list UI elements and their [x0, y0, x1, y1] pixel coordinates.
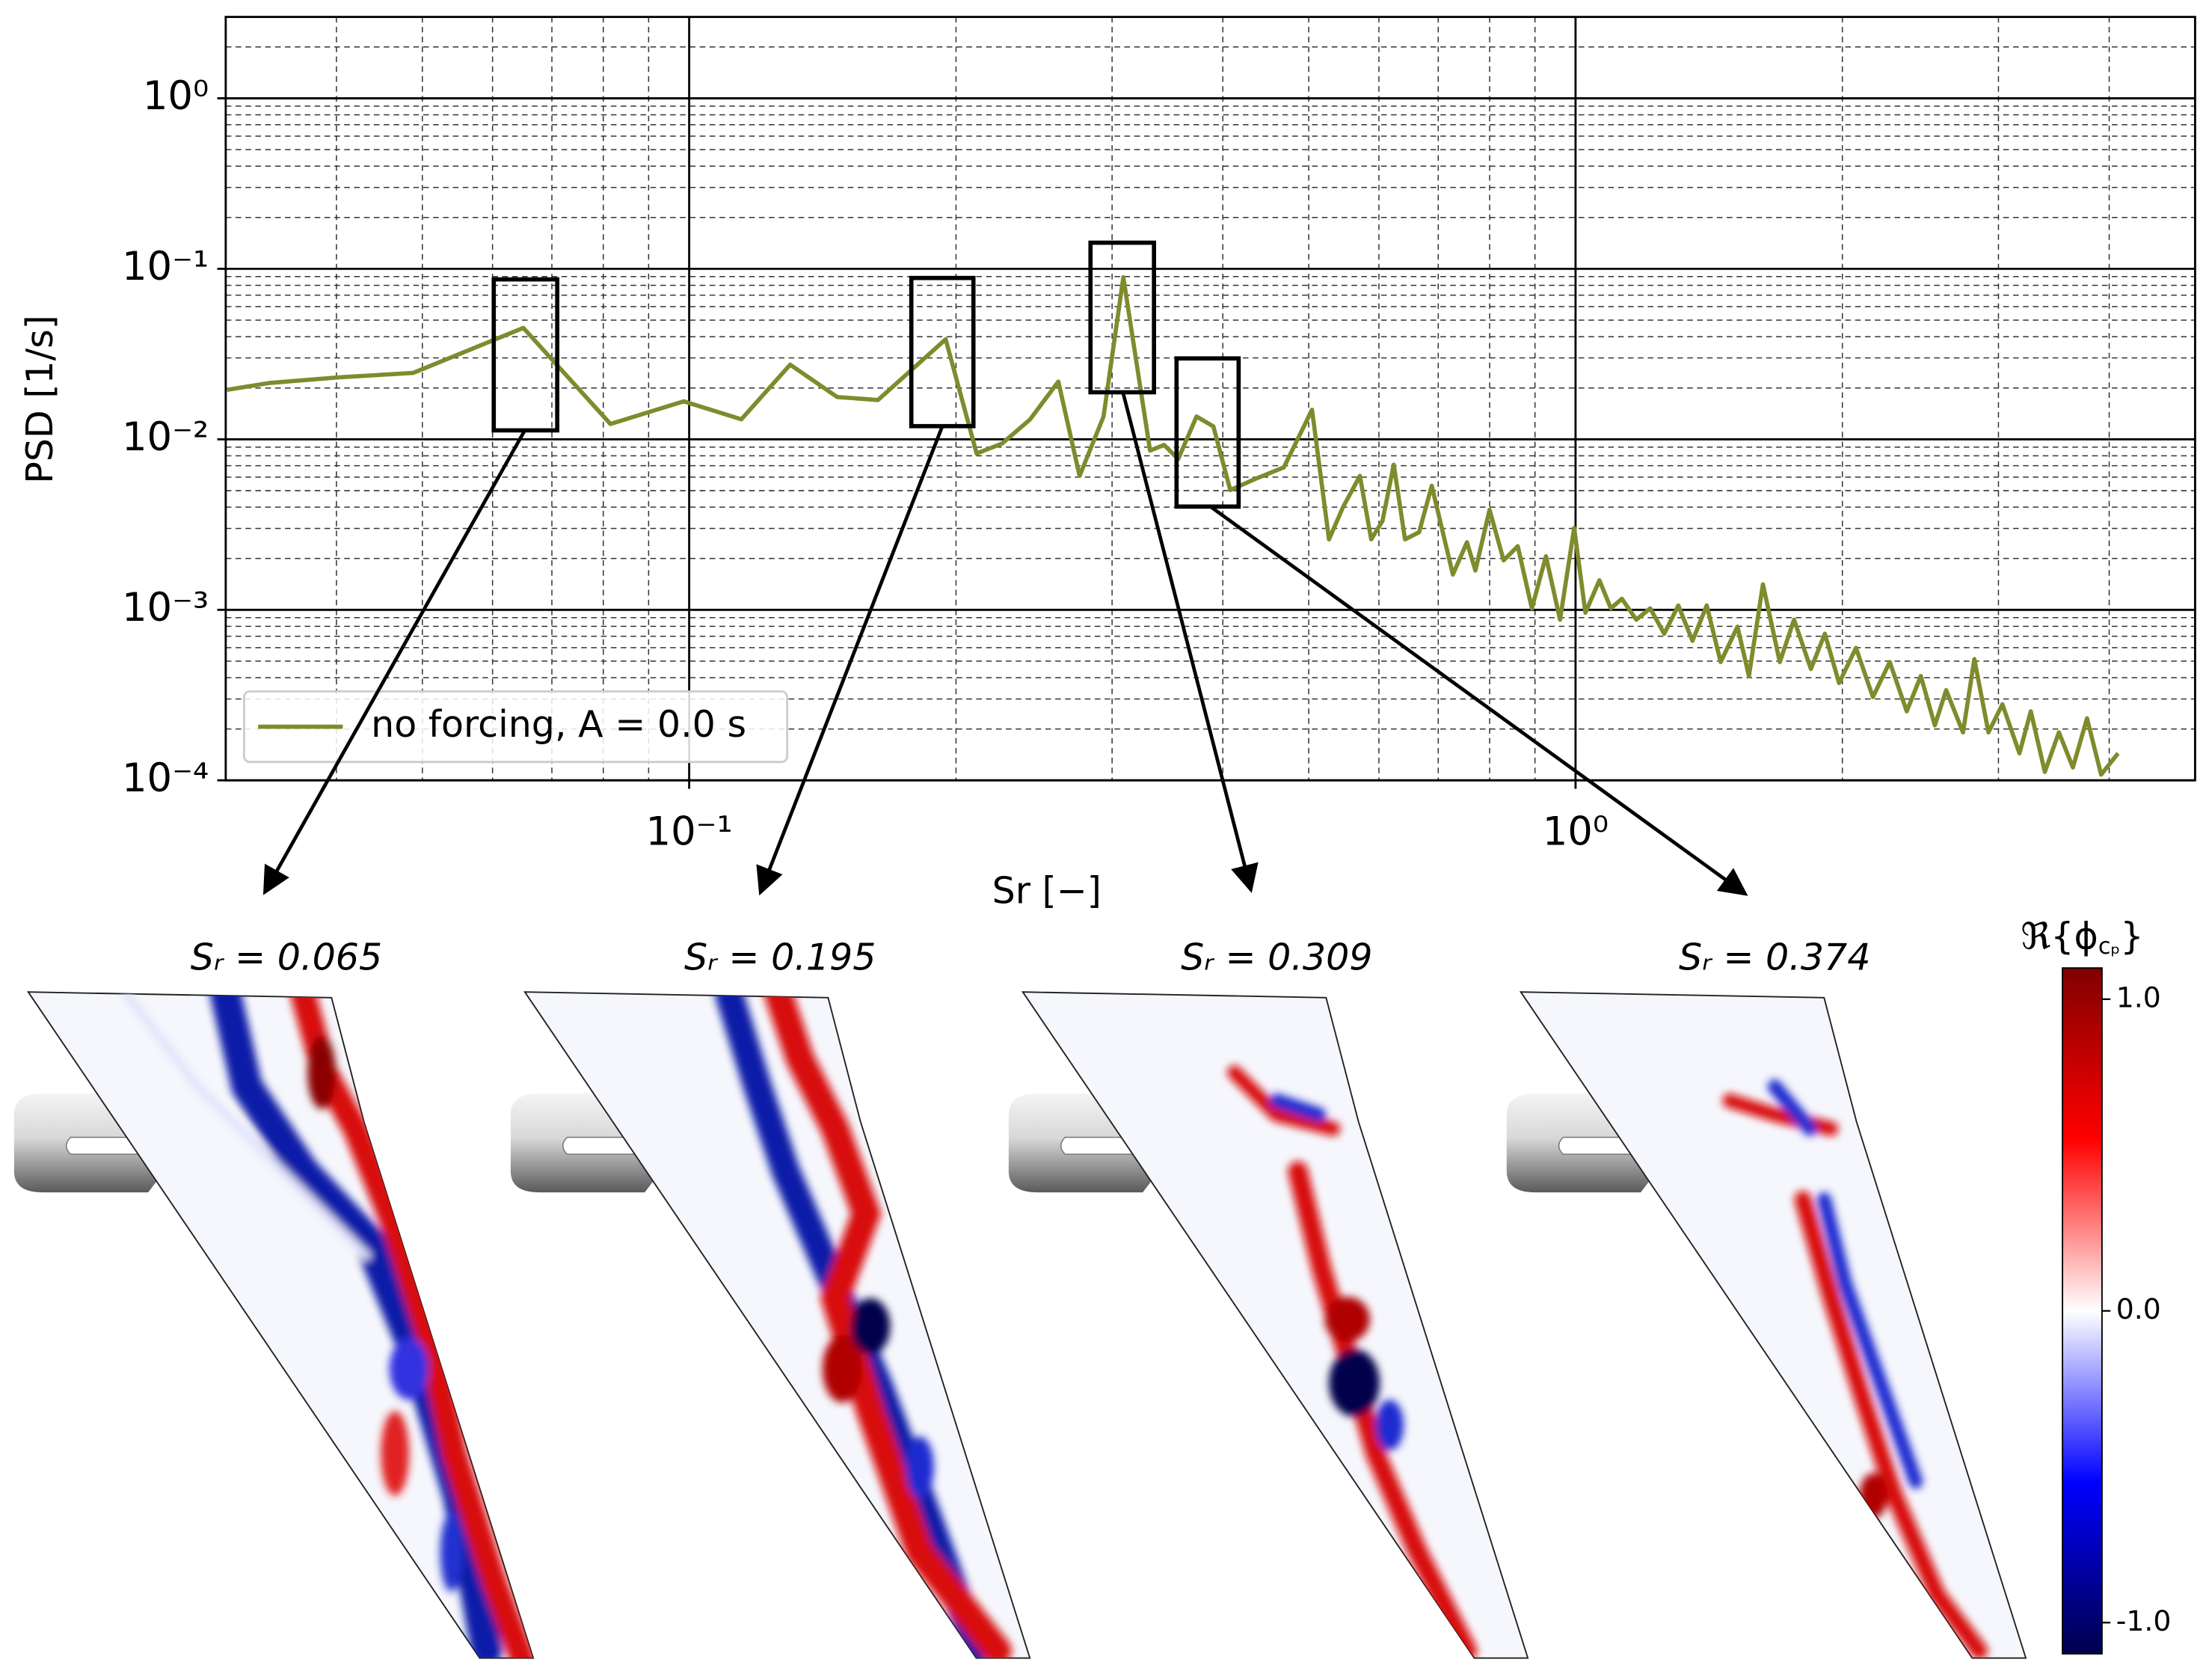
highlight-box: [491, 277, 559, 433]
arrows: [262, 391, 1748, 896]
arrow: [756, 425, 944, 896]
arrow: [262, 429, 526, 895]
y-tick-label: 10⁻³: [122, 585, 209, 631]
panel-labels: Sᵣ = 0.065 Sᵣ = 0.195 Sᵣ = 0.309 Sᵣ = 0.374: [191, 935, 1871, 978]
mode-panels: [13, 991, 2027, 1659]
colorbar-tick-label: 0.0: [2116, 1293, 2161, 1325]
mode-panel: [13, 991, 535, 1659]
highlight-boxes: [491, 240, 1241, 509]
colorbar-label-subscript: cₚ: [2098, 933, 2121, 959]
colorbar-gradient: [2062, 967, 2103, 1655]
colorbar-tick-label: -1.0: [2116, 1604, 2172, 1637]
panel-label: Sᵣ = 0.065: [191, 935, 382, 978]
arrow: [1121, 391, 1259, 893]
colorbar-label-end: }: [2120, 914, 2143, 957]
y-tick-label: 10⁻²: [122, 414, 209, 460]
highlight-box: [1174, 356, 1241, 509]
series-line: [227, 275, 2120, 777]
figure-content: 10⁻⁴ 10⁻³ 10⁻² 10⁻¹ 10⁰ 10⁻¹ 10⁰ no forcing, A …: [13, 16, 2196, 1659]
legend: no forcing, A = 0.0 s: [242, 690, 789, 764]
legend-box: [242, 690, 789, 764]
y-tick-label: 10⁻¹: [122, 244, 209, 289]
colorbar-label-main: ℜ{ϕ: [2021, 914, 2098, 957]
panel-label: Sᵣ = 0.374: [1679, 935, 1870, 978]
y-tick-label: 10⁻⁴: [122, 755, 209, 801]
highlight-box: [1088, 240, 1156, 395]
colorbar: ℜ{ϕcₚ} 1.0 0.0 -1.0: [2021, 914, 2172, 1655]
x-tick-label: 10⁰: [1543, 809, 1609, 855]
x-axis-label: Sr [−]: [992, 869, 1102, 913]
colorbar-tick-label: 1.0: [2116, 981, 2161, 1014]
mode-panel: [509, 991, 1031, 1659]
colorbar-label: ℜ{ϕcₚ}: [2021, 914, 2143, 959]
x-tick-label: 10⁻¹: [645, 809, 732, 855]
psd-plot: 10⁻⁴ 10⁻³ 10⁻² 10⁻¹ 10⁰ 10⁻¹ 10⁰ no forcing, A …: [122, 16, 2196, 855]
y-axis-label: PSD [1/s]: [18, 315, 61, 484]
y-tick-label: 10⁰: [143, 73, 209, 119]
legend-label: no forcing, A = 0.0 s: [371, 702, 746, 746]
mode-panel: [1007, 991, 1529, 1659]
panel-label: Sᵣ = 0.195: [684, 935, 876, 978]
plot-frame: [224, 16, 2196, 782]
panel-label: Sᵣ = 0.309: [1181, 935, 1372, 978]
arrow: [1209, 505, 1748, 896]
mode-panel: [1505, 991, 2027, 1659]
